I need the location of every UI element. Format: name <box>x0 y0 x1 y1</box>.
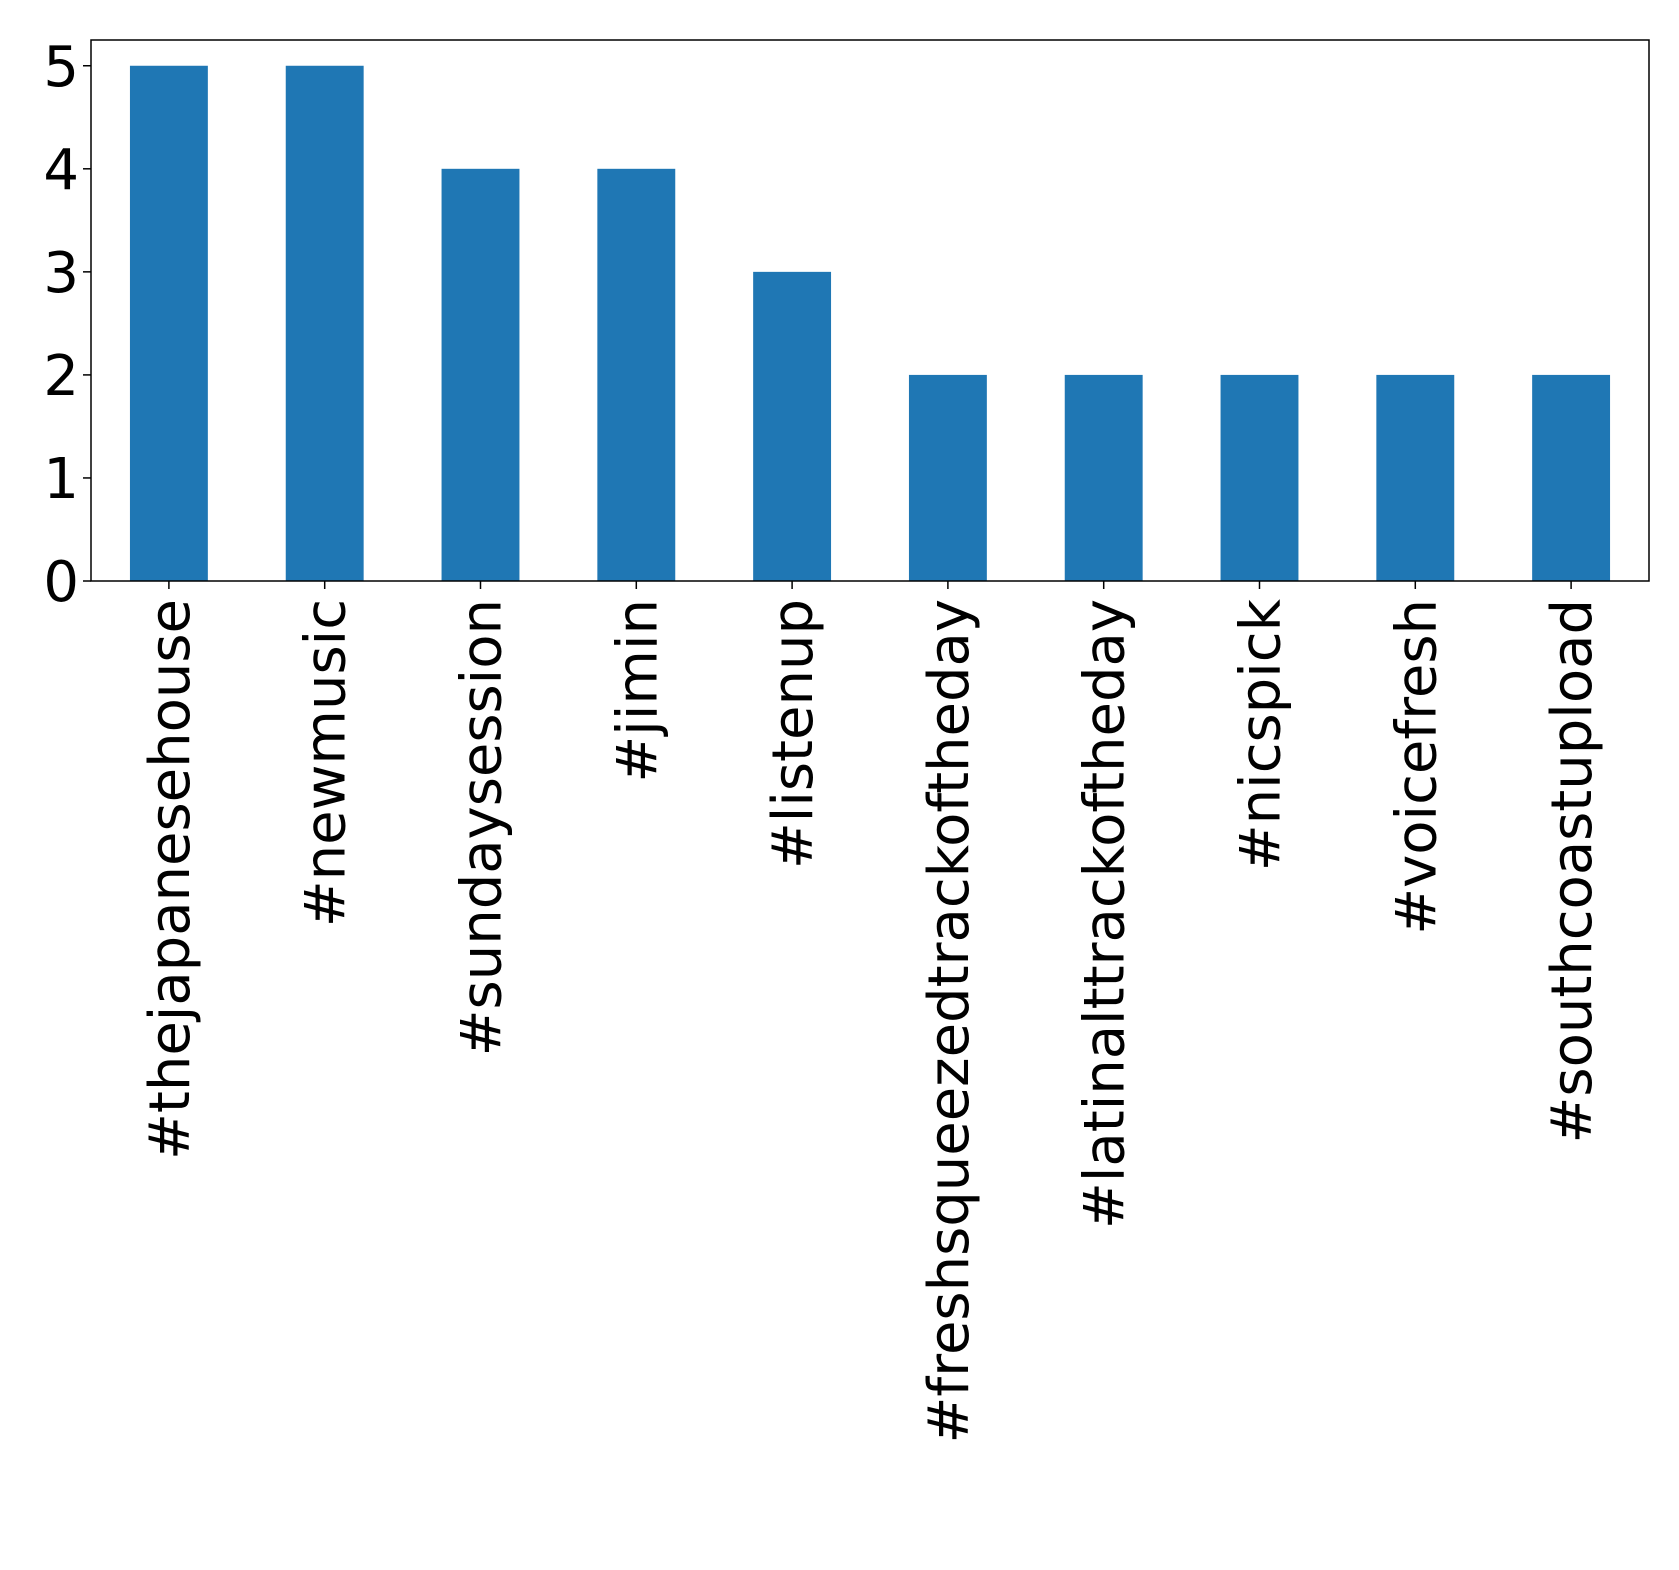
x-tick-label-7: #nicspick <box>1229 598 1294 871</box>
bar-6 <box>1064 374 1143 581</box>
bar-0 <box>129 65 208 581</box>
bar-1 <box>285 65 364 581</box>
x-tick-label-8: #voicefresh <box>1384 599 1449 935</box>
x-tick-label-2: #sundaysession <box>450 599 515 1056</box>
y-tick-label-1: 1 <box>43 447 79 512</box>
x-tick-label-5: #freshsqueezedtrackoftheday <box>917 599 982 1443</box>
x-axis: #thejapanesehouse #newmusic #sundaysession… <box>138 581 1605 1443</box>
y-tick-label-2: 2 <box>43 344 79 409</box>
x-tick-label-4: #listenup <box>761 599 826 869</box>
bar-7 <box>1220 374 1299 581</box>
x-tick-label-0: #thejapanesehouse <box>138 599 203 1160</box>
bar-9 <box>1532 374 1611 581</box>
bar-5 <box>908 374 987 581</box>
plot-frame <box>90 39 1650 582</box>
bar-8 <box>1376 374 1455 581</box>
y-tick-label-4: 4 <box>43 138 79 203</box>
y-tick-label-5: 5 <box>43 35 79 100</box>
y-tick-label-3: 3 <box>43 241 79 306</box>
x-tick-label-6: #latinalttrackoftheday <box>1073 599 1138 1229</box>
y-axis: 0 1 2 3 4 5 <box>43 35 91 615</box>
y-tick-label-0: 0 <box>43 550 79 615</box>
x-tick-label-3: #jimin <box>605 599 670 783</box>
bar-4 <box>753 271 832 581</box>
bars-group <box>129 65 1611 582</box>
bar-2 <box>441 168 520 582</box>
bar-3 <box>597 168 676 582</box>
x-tick-label-1: #newmusic <box>294 599 359 927</box>
x-tick-label-9: #southcoastupload <box>1540 599 1605 1144</box>
